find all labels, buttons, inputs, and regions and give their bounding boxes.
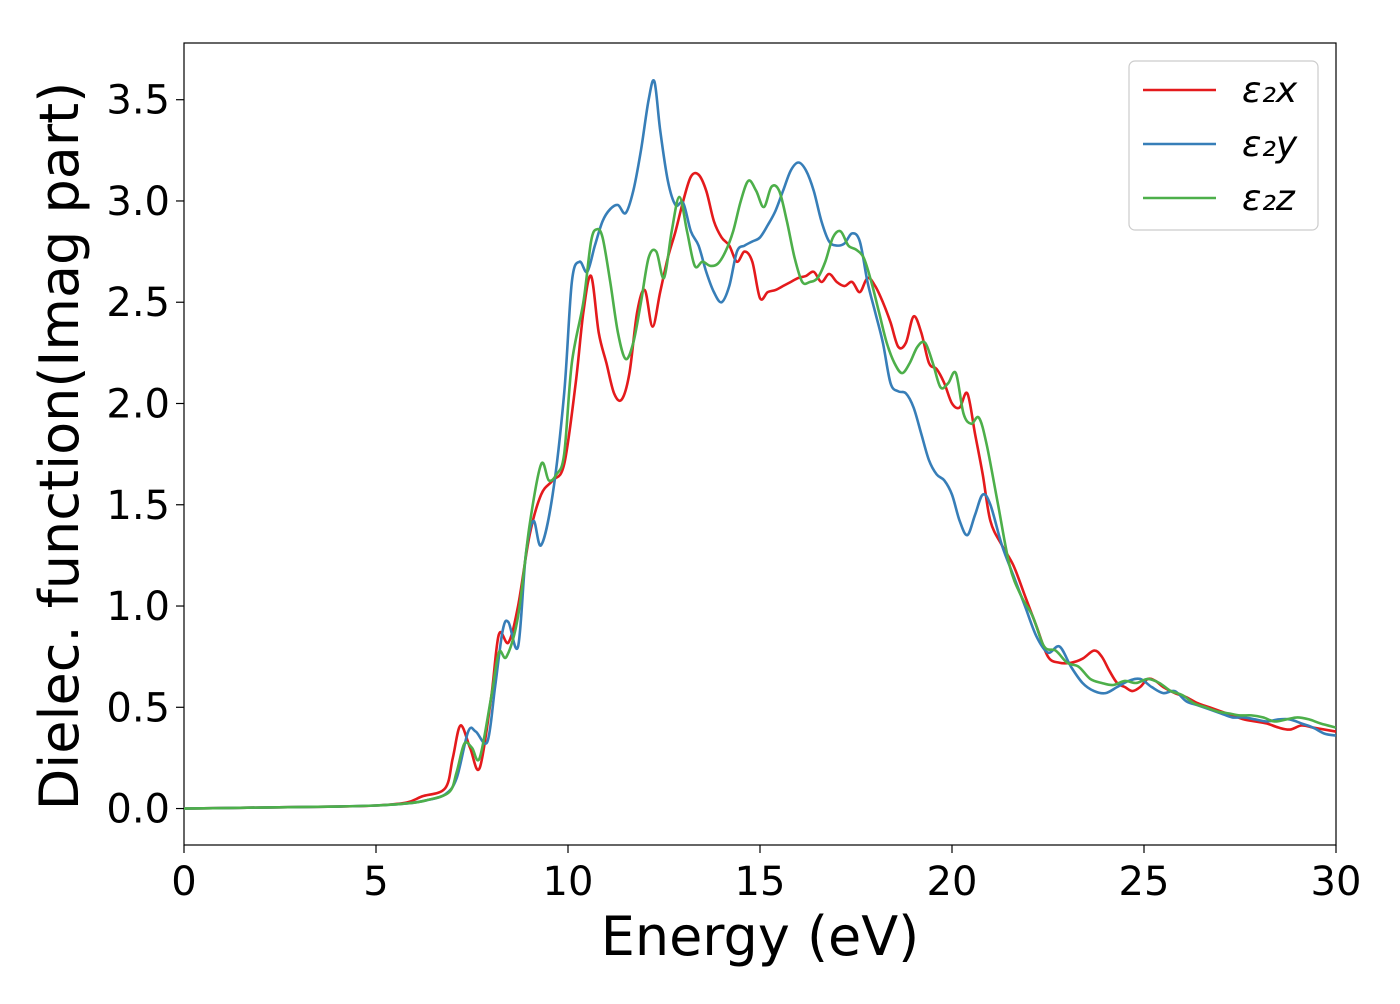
series-line-e2y (184, 79, 1336, 810)
x-axis-label: Energy (eV) (601, 905, 920, 968)
y-tick-label: 3.5 (106, 78, 170, 124)
x-tick-label: 5 (363, 859, 388, 905)
series-layer (184, 79, 1336, 810)
y-tick-label: 0.5 (106, 685, 170, 731)
x-tick-label: 0 (171, 859, 196, 905)
x-tick-label: 15 (735, 859, 786, 905)
y-tick-label: 1.5 (106, 483, 170, 529)
x-tick-label: 30 (1311, 859, 1362, 905)
series-line-e2x (184, 171, 1336, 810)
y-axis-label: Dielec. function(Imag part) (28, 82, 91, 811)
legend: ε₂x ε₂y ε₂z (1128, 60, 1319, 231)
y-tick-label: 3.0 (106, 179, 170, 225)
y-tick-label: 2.0 (106, 381, 170, 427)
legend-entry-e2z-label: ε₂z (1242, 178, 1296, 219)
x-tick-label: 10 (543, 859, 594, 905)
y-tick-label: 0.0 (106, 787, 170, 833)
y-tick-label: 2.5 (106, 280, 170, 326)
legend-entry-e2y-label: ε₂y (1242, 124, 1298, 165)
legend-box (1128, 60, 1319, 231)
legend-entry-e2x-label: ε₂x (1242, 70, 1298, 111)
series-line-e2z (184, 179, 1336, 810)
x-tick-label: 25 (1119, 859, 1170, 905)
y-tick-label: 1.0 (106, 584, 170, 630)
ticks-layer: 0 5 10 15 20 25 30 0.0 0.5 1.0 1.5 2.0 2.5 3.0 3.5 (106, 78, 1361, 905)
x-tick-label: 20 (927, 859, 978, 905)
